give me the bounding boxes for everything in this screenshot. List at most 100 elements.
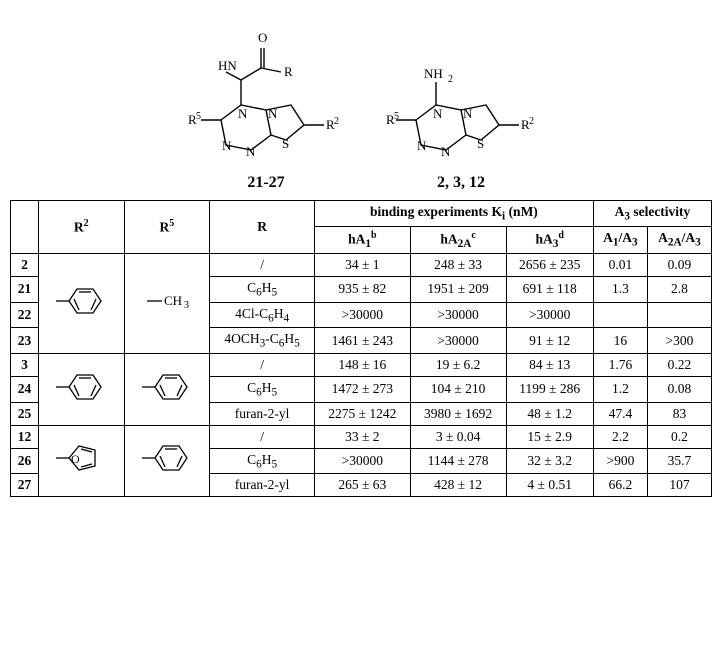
cell-hA2A: 19 ± 6.2 [410,353,506,376]
cell-s1: 1.2 [593,376,647,402]
col-r-header: R [210,201,315,254]
cell-hA1: 1461 ± 243 [314,328,410,354]
cell-hA1: 2275 ± 1242 [314,402,410,425]
cell-hA3: >30000 [506,302,593,328]
cell-r: 4Cl-C6H4 [210,302,315,328]
row-id: 3 [11,353,39,376]
structure-left: HN O R N N N S N R2 R5 21-27 [186,10,346,192]
row-id: 2 [11,253,39,276]
cell-hA1: 935 ± 82 [314,276,410,302]
svg-text:N: N [222,138,232,153]
r2-phenyl-2 [38,353,124,425]
ch3-icon: CH 3 [142,286,192,316]
svg-text:2: 2 [448,74,453,85]
cell-s2: 35.7 [647,448,711,474]
svg-text:5: 5 [394,111,399,122]
r2-phenyl-1 [38,253,124,353]
svg-text:N: N [441,144,451,159]
phenyl-icon [137,365,197,410]
cell-r: / [210,425,315,448]
row-id: 21 [11,276,39,302]
r2-furan: O [38,425,124,497]
row-id: 23 [11,328,39,354]
cell-hA2A: 428 ± 12 [410,474,506,497]
cell-s1 [593,302,647,328]
cell-hA2A: 1951 ± 209 [410,276,506,302]
row-id: 27 [11,474,39,497]
cell-r: / [210,253,315,276]
structure-right: NH2 N N N S N R2 R5 2, 3, 12 [386,10,536,192]
svg-text:O: O [71,452,80,466]
cell-r: C6H5 [210,376,315,402]
furan-icon: O [51,436,111,481]
cell-s2: 0.2 [647,425,711,448]
svg-text:N: N [268,106,278,121]
col-A2AA3: A2A/A3 [647,226,711,253]
svg-text:HN: HN [218,58,237,73]
cell-hA2A: >30000 [410,302,506,328]
svg-text:R: R [284,64,293,79]
svg-text:2: 2 [529,116,534,127]
col-hA3: hA3d [506,226,593,253]
cell-r: C6H5 [210,448,315,474]
cell-s1: 16 [593,328,647,354]
col-id-header [11,201,39,254]
cell-hA1: 148 ± 16 [314,353,410,376]
phenyl-icon [51,365,111,410]
cell-hA3: 48 ± 1.2 [506,402,593,425]
svg-text:N: N [463,106,473,121]
svg-text:O: O [258,30,267,45]
cell-s2: 107 [647,474,711,497]
cell-s1: 1.3 [593,276,647,302]
cell-s1: 2.2 [593,425,647,448]
row-id: 25 [11,402,39,425]
row-id: 22 [11,302,39,328]
col-A1A3: A1/A3 [593,226,647,253]
structure-left-label: 21-27 [186,174,346,192]
cell-s2: 0.09 [647,253,711,276]
svg-text:NH: NH [424,66,443,81]
cell-s2: 2.8 [647,276,711,302]
phenyl-icon [137,436,197,481]
table-row: 2 CH 3 / [11,253,712,276]
cell-r: C6H5 [210,276,315,302]
cell-hA3: 1199 ± 286 [506,376,593,402]
cell-r: furan-2-yl [210,474,315,497]
col-binding-header: binding experiments Ki (nM) [314,201,593,227]
cell-hA2A: 104 ± 210 [410,376,506,402]
col-hA2A: hA2Ac [410,226,506,253]
cell-s1: 1.76 [593,353,647,376]
col-hA1: hA1b [314,226,410,253]
cell-hA1: 34 ± 1 [314,253,410,276]
svg-text:S: S [282,136,289,151]
structure-right-label: 2, 3, 12 [386,174,536,192]
cell-s2: >300 [647,328,711,354]
cell-s1: 47.4 [593,402,647,425]
header-row-1: R2 R5 R binding experiments Ki (nM) A3 s… [11,201,712,227]
cell-hA3: 15 ± 2.9 [506,425,593,448]
cell-s1: 66.2 [593,474,647,497]
structure-right-svg: NH2 N N N S N R2 R5 [386,10,536,165]
table-row: 12 O [11,425,712,448]
row-id: 26 [11,448,39,474]
cell-s1: 0.01 [593,253,647,276]
cell-hA3: 4 ± 0.51 [506,474,593,497]
cell-s2: 83 [647,402,711,425]
svg-text:N: N [417,138,427,153]
cell-r: furan-2-yl [210,402,315,425]
cell-s2: 0.08 [647,376,711,402]
col-sel-header: A3 selectivity [593,201,711,227]
cell-hA1: 265 ± 63 [314,474,410,497]
col-r2-header: R2 [38,201,124,254]
cell-hA2A: 3 ± 0.04 [410,425,506,448]
cell-hA1: 33 ± 2 [314,425,410,448]
svg-text:S: S [477,136,484,151]
cell-hA2A: >30000 [410,328,506,354]
structures-row: HN O R N N N S N R2 R5 21-27 [10,10,712,192]
cell-s2: 0.22 [647,353,711,376]
svg-text:CH: CH [164,293,182,308]
r5-ch3: CH 3 [124,253,210,353]
cell-hA1: >30000 [314,302,410,328]
row-id: 12 [11,425,39,448]
svg-text:N: N [238,106,248,121]
